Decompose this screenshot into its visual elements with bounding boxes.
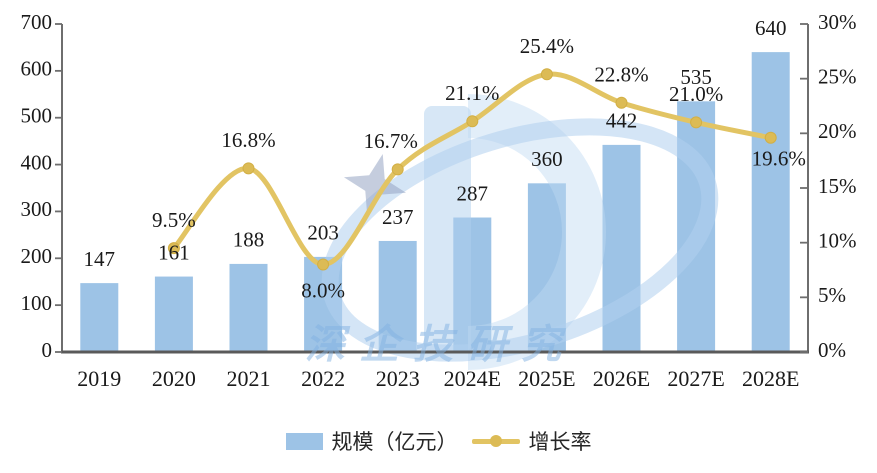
line-marker-2028E [764,131,777,144]
right-axis-tick-label: 0% [818,338,846,362]
bar-value-label-2020: 161 [158,240,190,264]
x-axis-label-2021: 2021 [227,366,271,391]
bar-value-label-2027E: 535 [680,65,712,89]
rate-label-2022: 8.0% [301,278,345,302]
line-marker-2025E [540,68,553,81]
left-axis-tick-label: 400 [21,150,53,174]
chart-legend: 规模（亿元） 增长率 [0,424,877,458]
left-axis-tick-label: 100 [21,291,53,315]
legend-label-scale: 规模（亿元） [331,430,458,454]
rate-label-2027E: 21.0% [669,82,723,106]
legend-item-scale: 规模（亿元） [285,426,458,456]
rate-label-2020: 9.5% [152,208,196,232]
bar-value-label-2025E: 360 [531,147,563,171]
x-axis-label-2022: 2022 [301,366,345,391]
line-marker-2027E [690,116,703,129]
x-axis-label-2023: 2023 [376,366,420,391]
line-marker-2023 [391,163,404,176]
bar-2025E [527,183,566,352]
left-axis-tick-label: 0 [42,338,53,362]
x-axis-label-2027E: 2027E [667,366,724,391]
bar-2021 [229,263,268,352]
right-axis-tick-label: 15% [818,174,857,198]
x-axis-label-2028E: 2028E [742,366,799,391]
left-axis-tick-label: 700 [21,10,53,34]
x-axis-label-2025E: 2025E [518,366,575,391]
bar-value-label-2022: 203 [307,221,339,245]
bar-value-label-2019: 147 [84,247,116,271]
x-axis-label-2019: 2019 [77,366,121,391]
left-axis-tick-label: 300 [21,197,53,221]
right-axis-tick-label: 20% [818,119,857,143]
watermark-orbit-ring [321,118,719,362]
bar-series-swatch-icon [285,432,323,450]
rate-label-2021: 16.8% [221,128,275,152]
watermark-sparkle-icon [343,153,407,217]
rate-label-2024E: 21.1% [445,81,499,105]
line-marker-2022 [317,258,330,271]
bar-value-label-2023: 237 [382,205,414,229]
left-axis-tick-label: 600 [21,57,53,81]
left-axis-tick-label: 500 [21,104,53,128]
bar-value-label-2024E: 287 [457,181,489,205]
legend-item-growth: 增长率 [471,426,592,456]
bar-2020 [154,276,193,352]
bar-value-label-2021: 188 [233,228,265,252]
right-axis-tick-label: 25% [818,64,857,88]
rate-label-2026E: 22.8% [594,63,648,87]
line-marker-2021 [242,162,255,175]
line-marker-2020 [167,242,180,255]
watermark-text: 深企技研究 [305,322,575,367]
x-axis-label-2024E: 2024E [444,366,501,391]
legend-label-growth: 增长率 [528,430,592,454]
bar-2028E [751,52,790,352]
x-axis-label-2026E: 2026E [593,366,650,391]
right-axis-tick-label: 5% [818,283,846,307]
rate-label-2028E: 19.6% [752,147,806,171]
rate-label-2023: 16.7% [364,129,418,153]
line-series-swatch-icon [471,435,520,447]
rate-label-2025E: 25.4% [520,34,574,58]
right-axis-tick-label: 10% [818,228,857,252]
bar-2023 [378,240,417,352]
bar-value-label-2028E: 640 [755,16,787,40]
right-axis-tick-label: 30% [818,10,857,34]
growth-rate-line [171,71,774,268]
bar-value-label-2026E: 442 [606,109,638,133]
x-axis-label-2020: 2020 [152,366,196,391]
line-marker-2024E [466,115,479,128]
left-axis-tick-label: 200 [21,244,53,268]
line-marker-2026E [615,96,628,109]
bar-2019 [80,283,119,352]
